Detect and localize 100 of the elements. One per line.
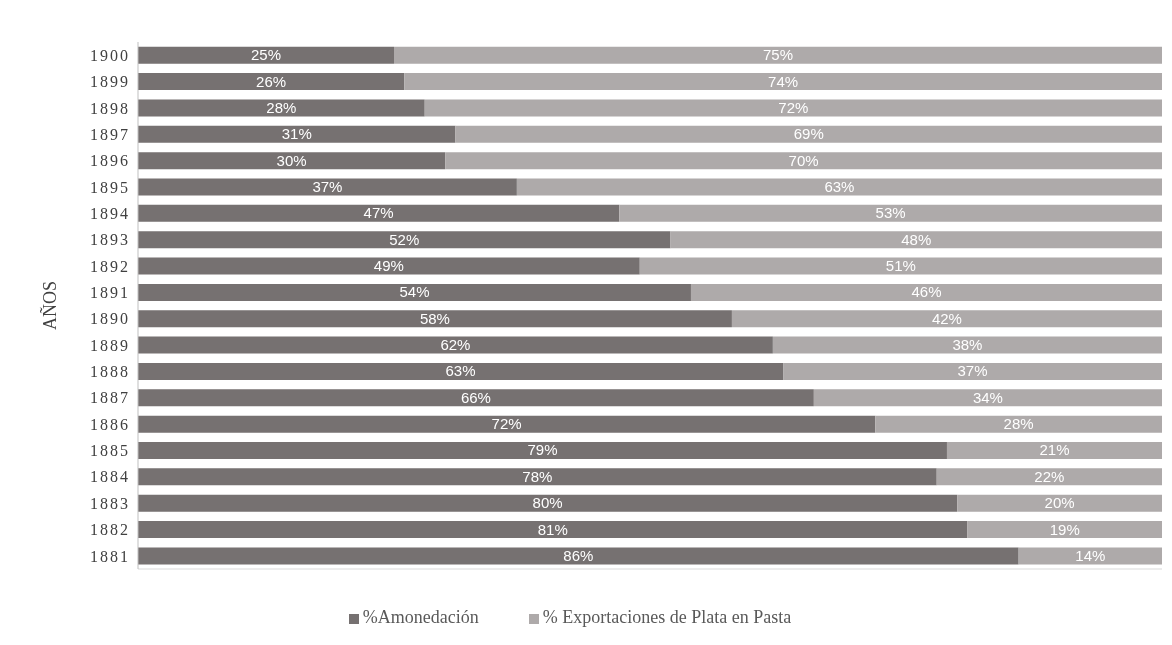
- bar: [424, 99, 1162, 117]
- y-tick-label: 1895: [90, 178, 130, 196]
- y-axis-title: AÑOS: [39, 280, 61, 331]
- bar: [690, 283, 1162, 301]
- y-tick-label: 1899: [90, 73, 130, 91]
- bar: [619, 204, 1162, 222]
- data-label: 14%: [1075, 546, 1106, 564]
- bar: [639, 257, 1162, 275]
- data-label: 52%: [389, 230, 420, 248]
- data-label: 46%: [911, 283, 942, 301]
- y-tick-label: 1900: [90, 46, 130, 64]
- data-label: 81%: [537, 520, 568, 538]
- data-label: 62%: [440, 336, 471, 354]
- y-tick-label: 1898: [90, 99, 130, 117]
- data-label: 49%: [373, 257, 404, 275]
- data-label: 34%: [972, 388, 1003, 406]
- bar: [138, 257, 640, 275]
- data-label: 37%: [957, 362, 988, 380]
- bar: [670, 231, 1162, 249]
- data-label: 72%: [491, 415, 522, 433]
- data-label: 79%: [527, 441, 558, 459]
- bar: [875, 415, 1162, 433]
- data-label: 20%: [1044, 494, 1075, 512]
- legend-label: %Amonedación: [362, 607, 479, 627]
- bar: [138, 152, 446, 170]
- y-tick-label: 1881: [90, 547, 130, 565]
- data-label: 48%: [901, 230, 932, 248]
- bar: [138, 389, 814, 407]
- bar: [138, 283, 691, 301]
- data-label: 75%: [762, 46, 794, 64]
- data-label: 74%: [768, 72, 799, 90]
- data-label: 47%: [363, 204, 394, 222]
- bar: [138, 521, 968, 539]
- bar: [394, 46, 1162, 64]
- bar: [813, 389, 1162, 407]
- bar: [772, 336, 1162, 354]
- data-label: 31%: [281, 125, 312, 143]
- data-label: 51%: [885, 257, 916, 275]
- y-tick-label: 1887: [90, 389, 130, 407]
- y-tick-label: 1891: [90, 284, 130, 302]
- bar: [138, 204, 620, 222]
- bar: [138, 468, 937, 486]
- data-label: 66%: [460, 388, 491, 406]
- y-tick-label: 1894: [90, 204, 130, 222]
- bar: [138, 494, 958, 512]
- bar: [138, 310, 732, 328]
- bar: [516, 178, 1162, 196]
- bar: [138, 46, 394, 64]
- y-tick-label: 1893: [90, 231, 130, 249]
- bar: [138, 73, 405, 91]
- y-tick-label: 1892: [90, 257, 130, 275]
- data-label: 21%: [1039, 441, 1070, 459]
- data-label: 38%: [952, 336, 983, 354]
- data-label: 28%: [1003, 415, 1034, 433]
- y-tick-label: 1897: [90, 125, 130, 143]
- y-tick-label: 1888: [90, 363, 130, 381]
- bar: [138, 415, 876, 433]
- bar: [783, 362, 1162, 380]
- y-tick-label: 1890: [90, 310, 130, 328]
- data-label: 22%: [1034, 467, 1065, 485]
- data-label: 78%: [522, 467, 553, 485]
- bar: [946, 441, 1162, 459]
- y-tick-label: 1883: [90, 494, 130, 512]
- y-tick-label: 1896: [90, 152, 130, 170]
- data-label: 69%: [793, 125, 824, 143]
- legend-label: % Exportaciones de Plata en Pasta: [542, 607, 792, 627]
- bar: [138, 99, 425, 117]
- y-tick-label: 1882: [90, 521, 130, 539]
- bar: [138, 441, 947, 459]
- data-label: 30%: [276, 151, 307, 169]
- bar: [445, 152, 1162, 170]
- data-label: 72%: [778, 98, 809, 116]
- y-tick-label: 1885: [90, 442, 130, 460]
- data-label: 63%: [445, 362, 476, 380]
- data-label: 42%: [931, 309, 962, 327]
- data-label: 86%: [563, 546, 594, 564]
- bar: [455, 125, 1162, 143]
- data-label: 37%: [312, 177, 343, 195]
- data-label: 58%: [419, 309, 450, 327]
- data-label: 28%: [266, 98, 297, 116]
- bar: [967, 521, 1162, 539]
- bar: [1018, 547, 1162, 565]
- bar: [404, 73, 1162, 91]
- bar: [138, 362, 784, 380]
- bar: [138, 125, 456, 143]
- bar: [138, 231, 671, 249]
- data-label: 25%: [250, 46, 282, 64]
- data-label: 63%: [824, 177, 855, 195]
- y-tick-label: 1886: [90, 415, 130, 433]
- data-label: 19%: [1049, 520, 1080, 538]
- bar: [957, 494, 1162, 512]
- y-tick-label: 1889: [90, 336, 130, 354]
- bar: [138, 547, 1019, 565]
- data-label: 54%: [399, 283, 430, 301]
- bar: [138, 336, 773, 354]
- data-label: 70%: [788, 151, 819, 169]
- bar: [138, 178, 517, 196]
- y-tick-label: 1884: [90, 468, 130, 486]
- data-label: 80%: [532, 494, 563, 512]
- bar: [731, 310, 1162, 328]
